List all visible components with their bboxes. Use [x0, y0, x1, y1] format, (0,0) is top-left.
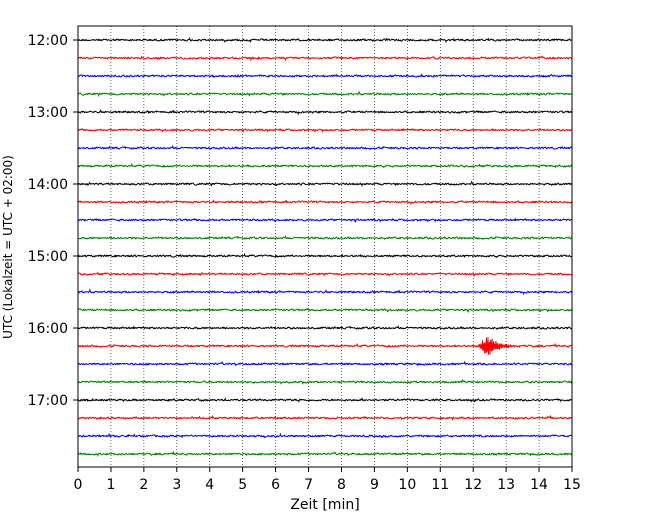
trace-row-3 [77, 90, 573, 98]
x-tick-label-10: 10 [398, 477, 416, 493]
x-tick-label-8: 8 [337, 477, 346, 493]
trace-row-4 [77, 109, 573, 116]
trace-row-23 [77, 450, 573, 458]
trace-row-14 [77, 288, 573, 296]
trace-row-22 [77, 432, 573, 439]
y-tick-label-16:00: 16:00 [28, 321, 68, 337]
y-tick-label-13:00: 13:00 [28, 105, 68, 121]
plot-frame [77, 25, 573, 468]
trace-row-1 [77, 55, 573, 62]
trace-row-2 [77, 73, 573, 79]
x-tick-label-6: 6 [271, 477, 280, 493]
x-tick-label-7: 7 [304, 477, 313, 493]
x-tick-label-13: 13 [497, 477, 515, 493]
x-tick-label-14: 14 [530, 477, 548, 493]
y-axis-label: UTC (Lokalzeit = UTC + 02:00) [1, 155, 15, 339]
trace-row-18 [77, 360, 573, 367]
x-tick-label-4: 4 [205, 477, 214, 493]
trace-row-7 [77, 162, 573, 169]
y-tick-label-15:00: 15:00 [28, 249, 68, 265]
trace-row-5 [77, 127, 573, 134]
y-tick-label-14:00: 14:00 [28, 177, 68, 193]
trace-row-15 [77, 307, 573, 314]
trace-row-10 [77, 217, 573, 224]
x-axis-ticks: 0 1 2 3 4 5 6 7 8 9 10 11 12 13 14 15 [74, 467, 581, 493]
trace-row-20 [77, 397, 573, 403]
y-tick-label-12:00: 12:00 [28, 33, 68, 49]
trace-row-13 [77, 271, 573, 277]
trace-row-6 [77, 144, 573, 151]
x-axis-label: Zeit [min] [290, 497, 359, 513]
x-tick-label-15: 15 [563, 477, 581, 493]
trace-row-16 [77, 324, 573, 330]
trace-row-8 [77, 180, 573, 187]
x-tick-label-12: 12 [464, 477, 482, 493]
trace-row-0 [77, 36, 573, 44]
x-tick-label-1: 1 [106, 477, 115, 493]
trace-row-12 [77, 252, 573, 259]
trace-row-21 [77, 414, 573, 421]
trace-row-19 [77, 378, 573, 386]
trace-row-17 [77, 337, 573, 355]
y-axis-ticks: 12:00 13:00 14:00 15:00 16:00 17:00 [28, 33, 78, 409]
x-tick-label-3: 3 [172, 477, 181, 493]
x-tick-label-2: 2 [139, 477, 148, 493]
trace-row-9 [77, 199, 573, 206]
x-tick-label-9: 9 [370, 477, 379, 493]
x-tick-label-5: 5 [238, 477, 247, 493]
trace-row-11 [77, 234, 573, 240]
y-tick-label-17:00: 17:00 [28, 393, 68, 409]
x-tick-label-11: 11 [431, 477, 449, 493]
x-tick-label-0: 0 [74, 477, 83, 493]
seismogram-traces [77, 36, 573, 458]
